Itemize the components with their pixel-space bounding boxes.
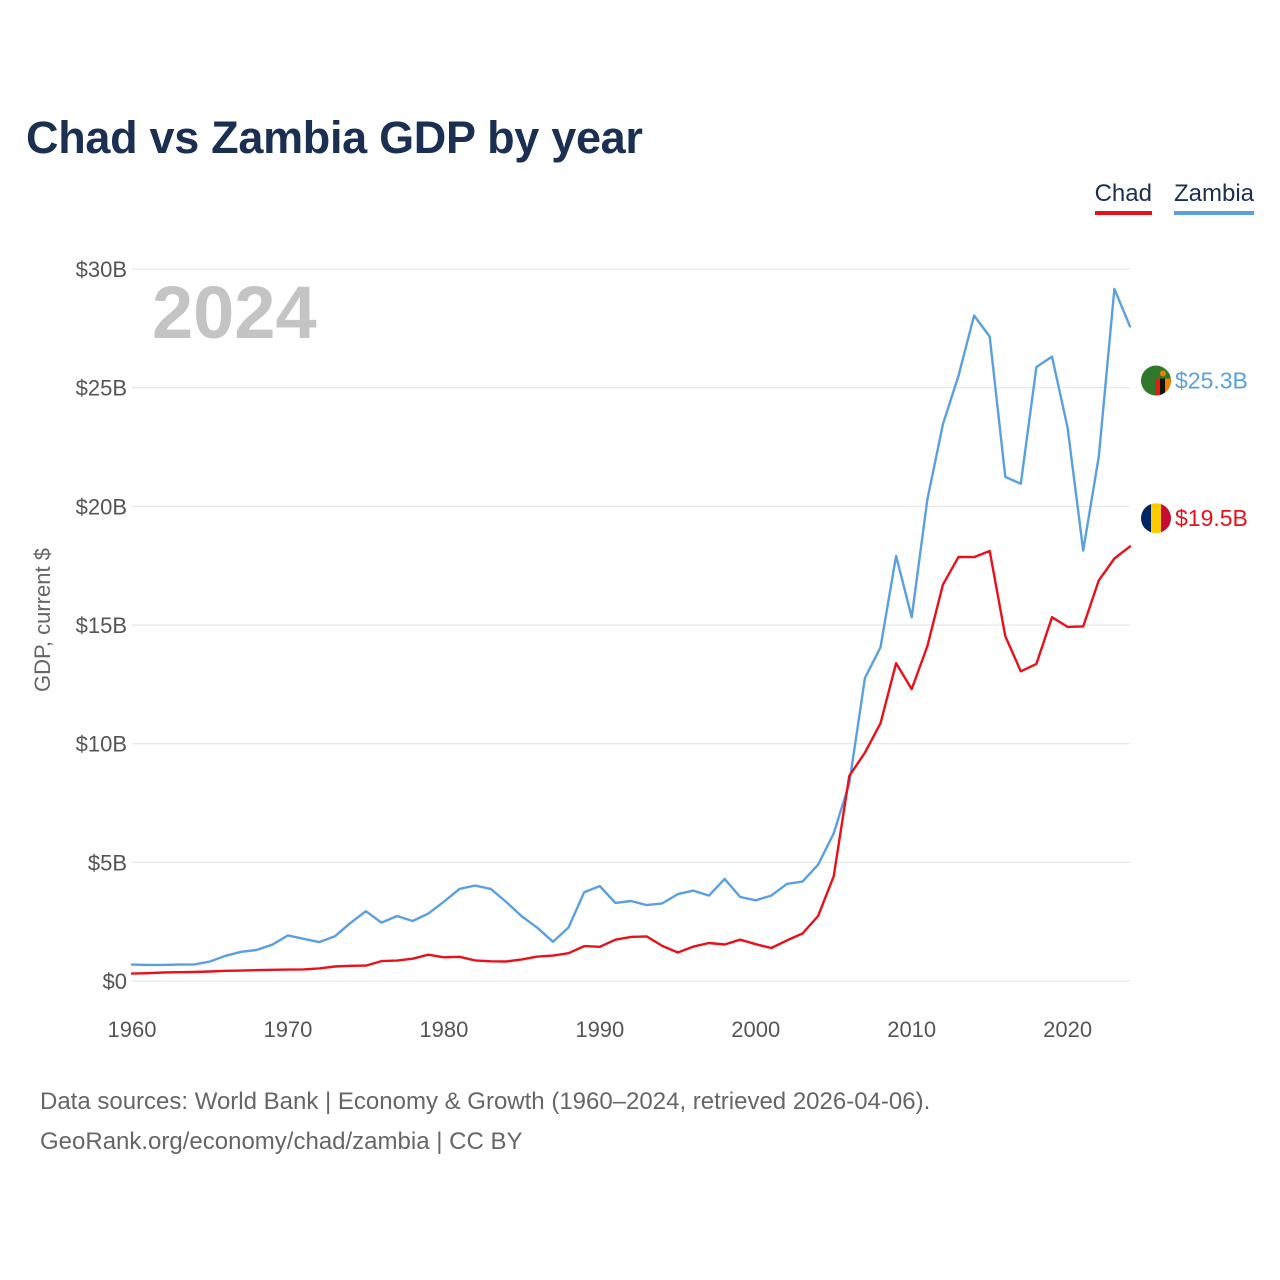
x-axis-ticks: 1960 1970 1980 1990 2000 2010 2020 xyxy=(108,1017,1093,1042)
y-tick-label: $15B xyxy=(76,613,127,638)
zambia-flag-icon xyxy=(1141,365,1171,396)
series-lines xyxy=(130,287,1132,975)
y-tick-label: $10B xyxy=(76,732,127,757)
y-tick-label: $20B xyxy=(76,494,127,519)
x-tick-label: 2010 xyxy=(887,1017,936,1042)
y-tick-label: $0 xyxy=(103,969,127,994)
y-tick-label: $5B xyxy=(88,850,127,875)
x-tick-label: 1970 xyxy=(263,1017,312,1042)
y-tick-label: $25B xyxy=(76,376,127,401)
footer: Data sources: World Bank | Economy & Gro… xyxy=(40,1082,930,1162)
y-axis-ticks: $0 $5B $10B $15B $20B $25B $30B xyxy=(76,257,127,994)
x-tick-label: 2020 xyxy=(1043,1017,1092,1042)
end-markers: $25.3B $19.5B xyxy=(1141,365,1248,534)
x-tick-label: 1960 xyxy=(108,1017,157,1042)
year-watermark: 2024 xyxy=(152,271,317,354)
y-axis-label: GDP, current $ xyxy=(30,548,55,692)
chad-end-value: $19.5B xyxy=(1175,505,1248,531)
footer-credit: GeoRank.org/economy/chad/zambia | CC BY xyxy=(40,1128,523,1155)
legend-item-chad[interactable]: Chad xyxy=(1094,180,1152,215)
chad-flag-icon xyxy=(1141,503,1171,534)
series-line-chad xyxy=(130,545,1132,975)
footer-sources: Data sources: World Bank | Economy & Gro… xyxy=(40,1088,931,1115)
zambia-end-value: $25.3B xyxy=(1175,368,1248,394)
gdp-line-chart: 2024 $0$5B$10B$15B$20B$25B$30B 1960 1970 1… xyxy=(30,257,1248,1042)
series-line-zambia xyxy=(130,287,1132,967)
x-tick-label: 2000 xyxy=(731,1017,780,1042)
legend-item-zambia[interactable]: Zambia xyxy=(1173,180,1254,215)
x-tick-label: 1990 xyxy=(575,1017,624,1042)
legend: Chad Zambia xyxy=(1094,180,1254,215)
gridlines xyxy=(132,268,1130,982)
chart-title: Chad vs Zambia GDP by year xyxy=(26,112,643,163)
y-tick-label: $30B xyxy=(76,257,127,282)
x-tick-label: 1980 xyxy=(419,1017,468,1042)
